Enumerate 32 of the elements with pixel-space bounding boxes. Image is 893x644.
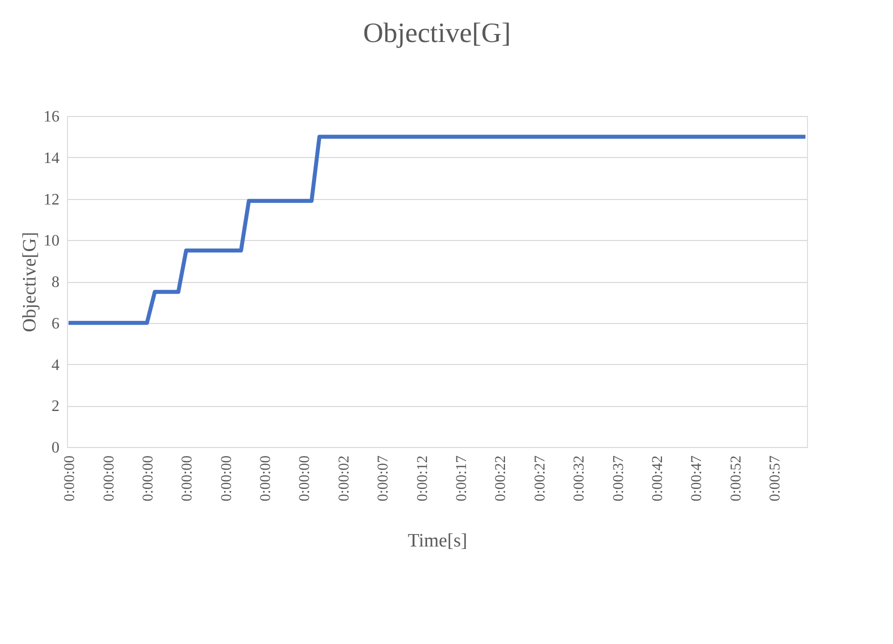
y-tick-label: 16 bbox=[44, 108, 60, 126]
x-tick-label: 0:00:42 bbox=[650, 456, 666, 502]
x-tick-label: 0:00:17 bbox=[454, 455, 470, 502]
x-tick-label: 0:00:32 bbox=[572, 456, 588, 502]
y-tick-label: 14 bbox=[44, 150, 60, 167]
x-tick-label: 0:00:00 bbox=[258, 456, 274, 502]
y-tick-label: 2 bbox=[52, 398, 60, 416]
x-tick-label: 0:00:00 bbox=[101, 456, 118, 502]
x-tick-label: 0:00:37 bbox=[610, 455, 627, 502]
x-axis-title: Time[s] bbox=[408, 530, 468, 552]
x-tick-label: 0:00:07 bbox=[376, 455, 392, 502]
x-tick-label: 0:00:00 bbox=[62, 456, 78, 502]
x-tick-label: 0:00:02 bbox=[336, 456, 352, 502]
x-tick-label: 0:00:00 bbox=[297, 456, 314, 502]
y-tick-label: 0 bbox=[52, 440, 60, 456]
line-series bbox=[66, 134, 808, 325]
y-tick-label: 10 bbox=[44, 232, 60, 250]
x-tick-label: 0:00:00 bbox=[218, 456, 235, 502]
x-tick-label: 0:00:00 bbox=[180, 456, 196, 502]
y-tick-label: 4 bbox=[52, 356, 60, 374]
x-tick-label: 0:00:00 bbox=[140, 456, 156, 502]
x-tick-label: 0:00:52 bbox=[728, 456, 744, 502]
x-tick-label: 0:00:57 bbox=[768, 455, 784, 502]
y-tick-label: 8 bbox=[52, 274, 60, 291]
y-tick-label: 12 bbox=[44, 191, 60, 208]
x-tick-label: 0:00:22 bbox=[493, 456, 510, 502]
x-tick-label: 0:00:47 bbox=[689, 455, 706, 502]
chart-title: Objective[G] bbox=[363, 18, 511, 49]
y-axis-title: Objective[G] bbox=[20, 232, 40, 332]
x-tick-label: 0:00:27 bbox=[532, 455, 548, 502]
y-tick-label: 6 bbox=[52, 315, 60, 332]
x-tick-label: 0:00:12 bbox=[414, 456, 431, 502]
